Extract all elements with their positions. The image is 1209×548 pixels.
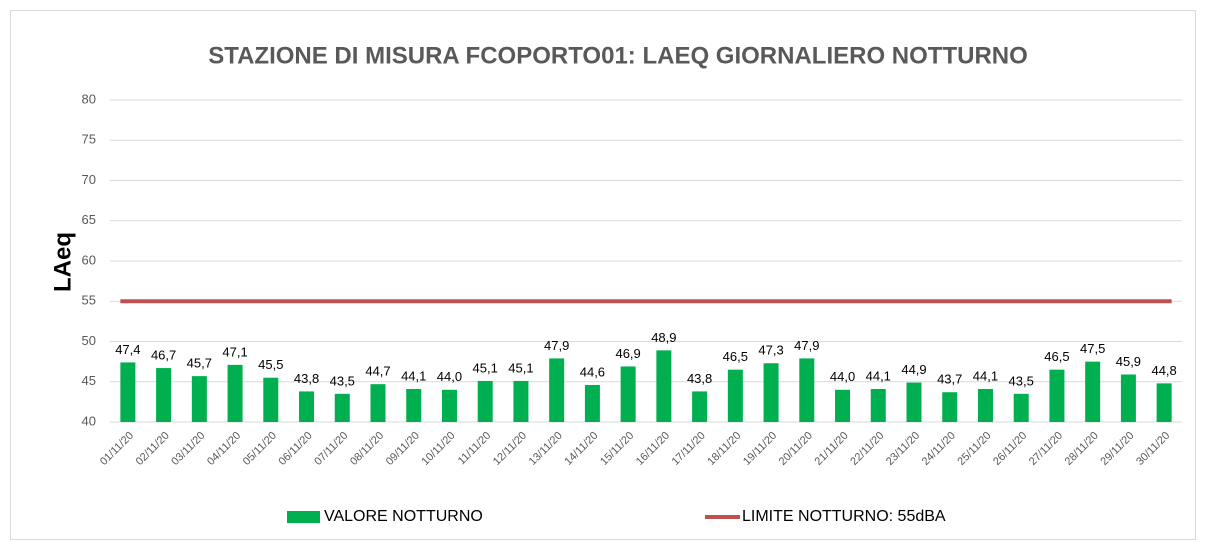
legend-label: LIMITE NOTTURNO: 55dBA bbox=[742, 508, 946, 525]
data-label: 43,8 bbox=[294, 371, 319, 386]
bar bbox=[120, 362, 136, 422]
bar bbox=[156, 368, 172, 422]
y-tick-label: 80 bbox=[82, 91, 96, 106]
data-label: 47,5 bbox=[1080, 341, 1105, 356]
data-label: 45,7 bbox=[187, 356, 212, 371]
bar bbox=[441, 389, 457, 422]
data-label: 44,8 bbox=[1151, 363, 1176, 378]
bar bbox=[656, 350, 672, 422]
bar bbox=[799, 358, 815, 422]
data-label: 44,1 bbox=[401, 368, 426, 383]
bar bbox=[370, 384, 386, 422]
data-label: 43,5 bbox=[1009, 373, 1034, 388]
bar bbox=[835, 389, 851, 422]
bar bbox=[1120, 374, 1136, 422]
bar bbox=[977, 388, 993, 422]
bar bbox=[692, 391, 708, 422]
bar bbox=[299, 391, 315, 422]
data-label: 44,1 bbox=[973, 368, 998, 383]
y-tick-label: 40 bbox=[82, 413, 96, 428]
data-label: 46,9 bbox=[615, 346, 640, 361]
bar bbox=[263, 377, 279, 422]
bar bbox=[620, 366, 636, 422]
data-label: 45,1 bbox=[473, 360, 498, 375]
bar bbox=[406, 388, 422, 422]
data-label: 44,0 bbox=[830, 369, 855, 384]
data-label: 44,9 bbox=[901, 362, 926, 377]
legend-label: VALORE NOTTURNO bbox=[324, 508, 483, 525]
data-label: 46,5 bbox=[723, 349, 748, 364]
data-label: 46,5 bbox=[1044, 349, 1069, 364]
bar bbox=[942, 392, 958, 422]
data-label: 44,6 bbox=[580, 364, 605, 379]
bar bbox=[549, 358, 565, 422]
data-label: 46,7 bbox=[151, 348, 176, 363]
y-tick-label: 50 bbox=[82, 333, 96, 348]
legend-swatch bbox=[287, 511, 320, 523]
chart-title: STAZIONE DI MISURA FCOPORTO01: LAEQ GIOR… bbox=[208, 42, 1028, 69]
data-label: 45,9 bbox=[1116, 354, 1141, 369]
data-label: 43,8 bbox=[687, 371, 712, 386]
data-label: 44,0 bbox=[437, 369, 462, 384]
y-tick-label: 60 bbox=[82, 252, 96, 267]
data-label: 47,4 bbox=[115, 342, 140, 357]
bar bbox=[1085, 361, 1101, 422]
bar bbox=[513, 380, 529, 422]
bar bbox=[584, 384, 600, 422]
bar bbox=[763, 363, 779, 422]
y-tick-label: 70 bbox=[82, 172, 96, 187]
bar bbox=[227, 364, 243, 422]
y-tick-label: 75 bbox=[82, 132, 96, 147]
bar bbox=[334, 393, 350, 422]
data-label: 48,9 bbox=[651, 330, 676, 345]
data-label: 47,9 bbox=[544, 338, 569, 353]
bar bbox=[1156, 383, 1172, 422]
data-label: 44,7 bbox=[365, 364, 390, 379]
y-tick-label: 55 bbox=[82, 293, 96, 308]
bar bbox=[191, 376, 207, 422]
data-label: 45,5 bbox=[258, 357, 283, 372]
y-axis-label: LAeq bbox=[49, 232, 76, 292]
bar bbox=[1049, 369, 1065, 422]
y-tick-label: 65 bbox=[82, 212, 96, 227]
data-label: 47,1 bbox=[222, 344, 247, 359]
data-label: 44,1 bbox=[866, 368, 891, 383]
data-label: 45,1 bbox=[508, 360, 533, 375]
bar bbox=[1013, 393, 1029, 422]
data-label: 43,7 bbox=[937, 372, 962, 387]
bar bbox=[870, 388, 886, 422]
data-label: 47,3 bbox=[758, 343, 783, 358]
chart-frame bbox=[10, 10, 1196, 540]
bar bbox=[477, 380, 493, 422]
data-label: 43,5 bbox=[330, 373, 355, 388]
y-tick-label: 45 bbox=[82, 373, 96, 388]
bar bbox=[727, 369, 743, 422]
data-label: 47,9 bbox=[794, 338, 819, 353]
bar bbox=[906, 382, 922, 422]
